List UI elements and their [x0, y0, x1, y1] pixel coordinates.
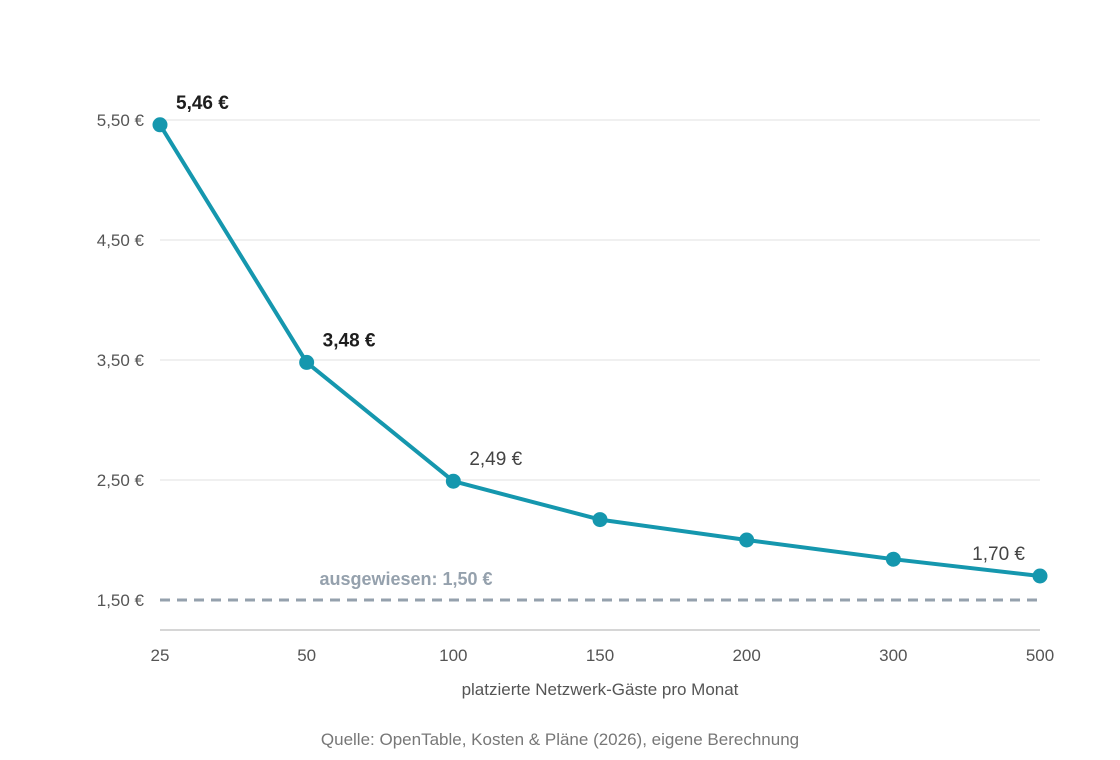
source-note: Quelle: OpenTable, Kosten & Pläne (2026)… — [321, 730, 799, 749]
data-label: 3,48 € — [323, 330, 376, 351]
x-tick-label: 500 — [1026, 646, 1054, 665]
x-tick-label: 50 — [297, 646, 316, 665]
y-tick-label: 3,50 € — [97, 351, 145, 370]
data-point — [152, 117, 168, 133]
data-point — [592, 512, 608, 528]
data-labels: 5,46 € 3,48 € 2,49 € 1,70 € — [176, 93, 1025, 565]
series-line — [158, 122, 1042, 578]
reference-line-label: ausgewiesen: 1,50 € — [319, 569, 492, 589]
data-point — [885, 551, 901, 567]
y-tick-label: 1,50 € — [97, 591, 145, 610]
data-point — [299, 354, 315, 370]
x-tick-label: 100 — [439, 646, 467, 665]
data-point — [739, 532, 755, 548]
data-point — [445, 473, 461, 489]
x-tick-label: 200 — [732, 646, 760, 665]
y-tick-label: 5,50 € — [97, 111, 145, 130]
x-tick-label: 25 — [151, 646, 170, 665]
data-point — [1032, 568, 1048, 584]
series-group — [152, 117, 1048, 584]
x-axis-ticks: 25 50 100 150 200 300 500 — [151, 646, 1055, 665]
x-tick-label: 150 — [586, 646, 614, 665]
y-axis-ticks: 1,50 € 2,50 € 3,50 € 4,50 € 5,50 € — [97, 111, 145, 610]
data-label: 5,46 € — [176, 93, 229, 114]
x-axis-title: platzierte Netzwerk-Gäste pro Monat — [462, 680, 739, 699]
y-tick-label: 2,50 € — [97, 471, 145, 490]
grid-lines — [160, 119, 1040, 481]
y-tick-label: 4,50 € — [97, 231, 145, 250]
data-label: 2,49 € — [469, 449, 522, 470]
x-tick-label: 300 — [879, 646, 907, 665]
data-label: 1,70 € — [972, 544, 1025, 565]
reference-line-group: ausgewiesen: 1,50 € — [160, 569, 1040, 602]
